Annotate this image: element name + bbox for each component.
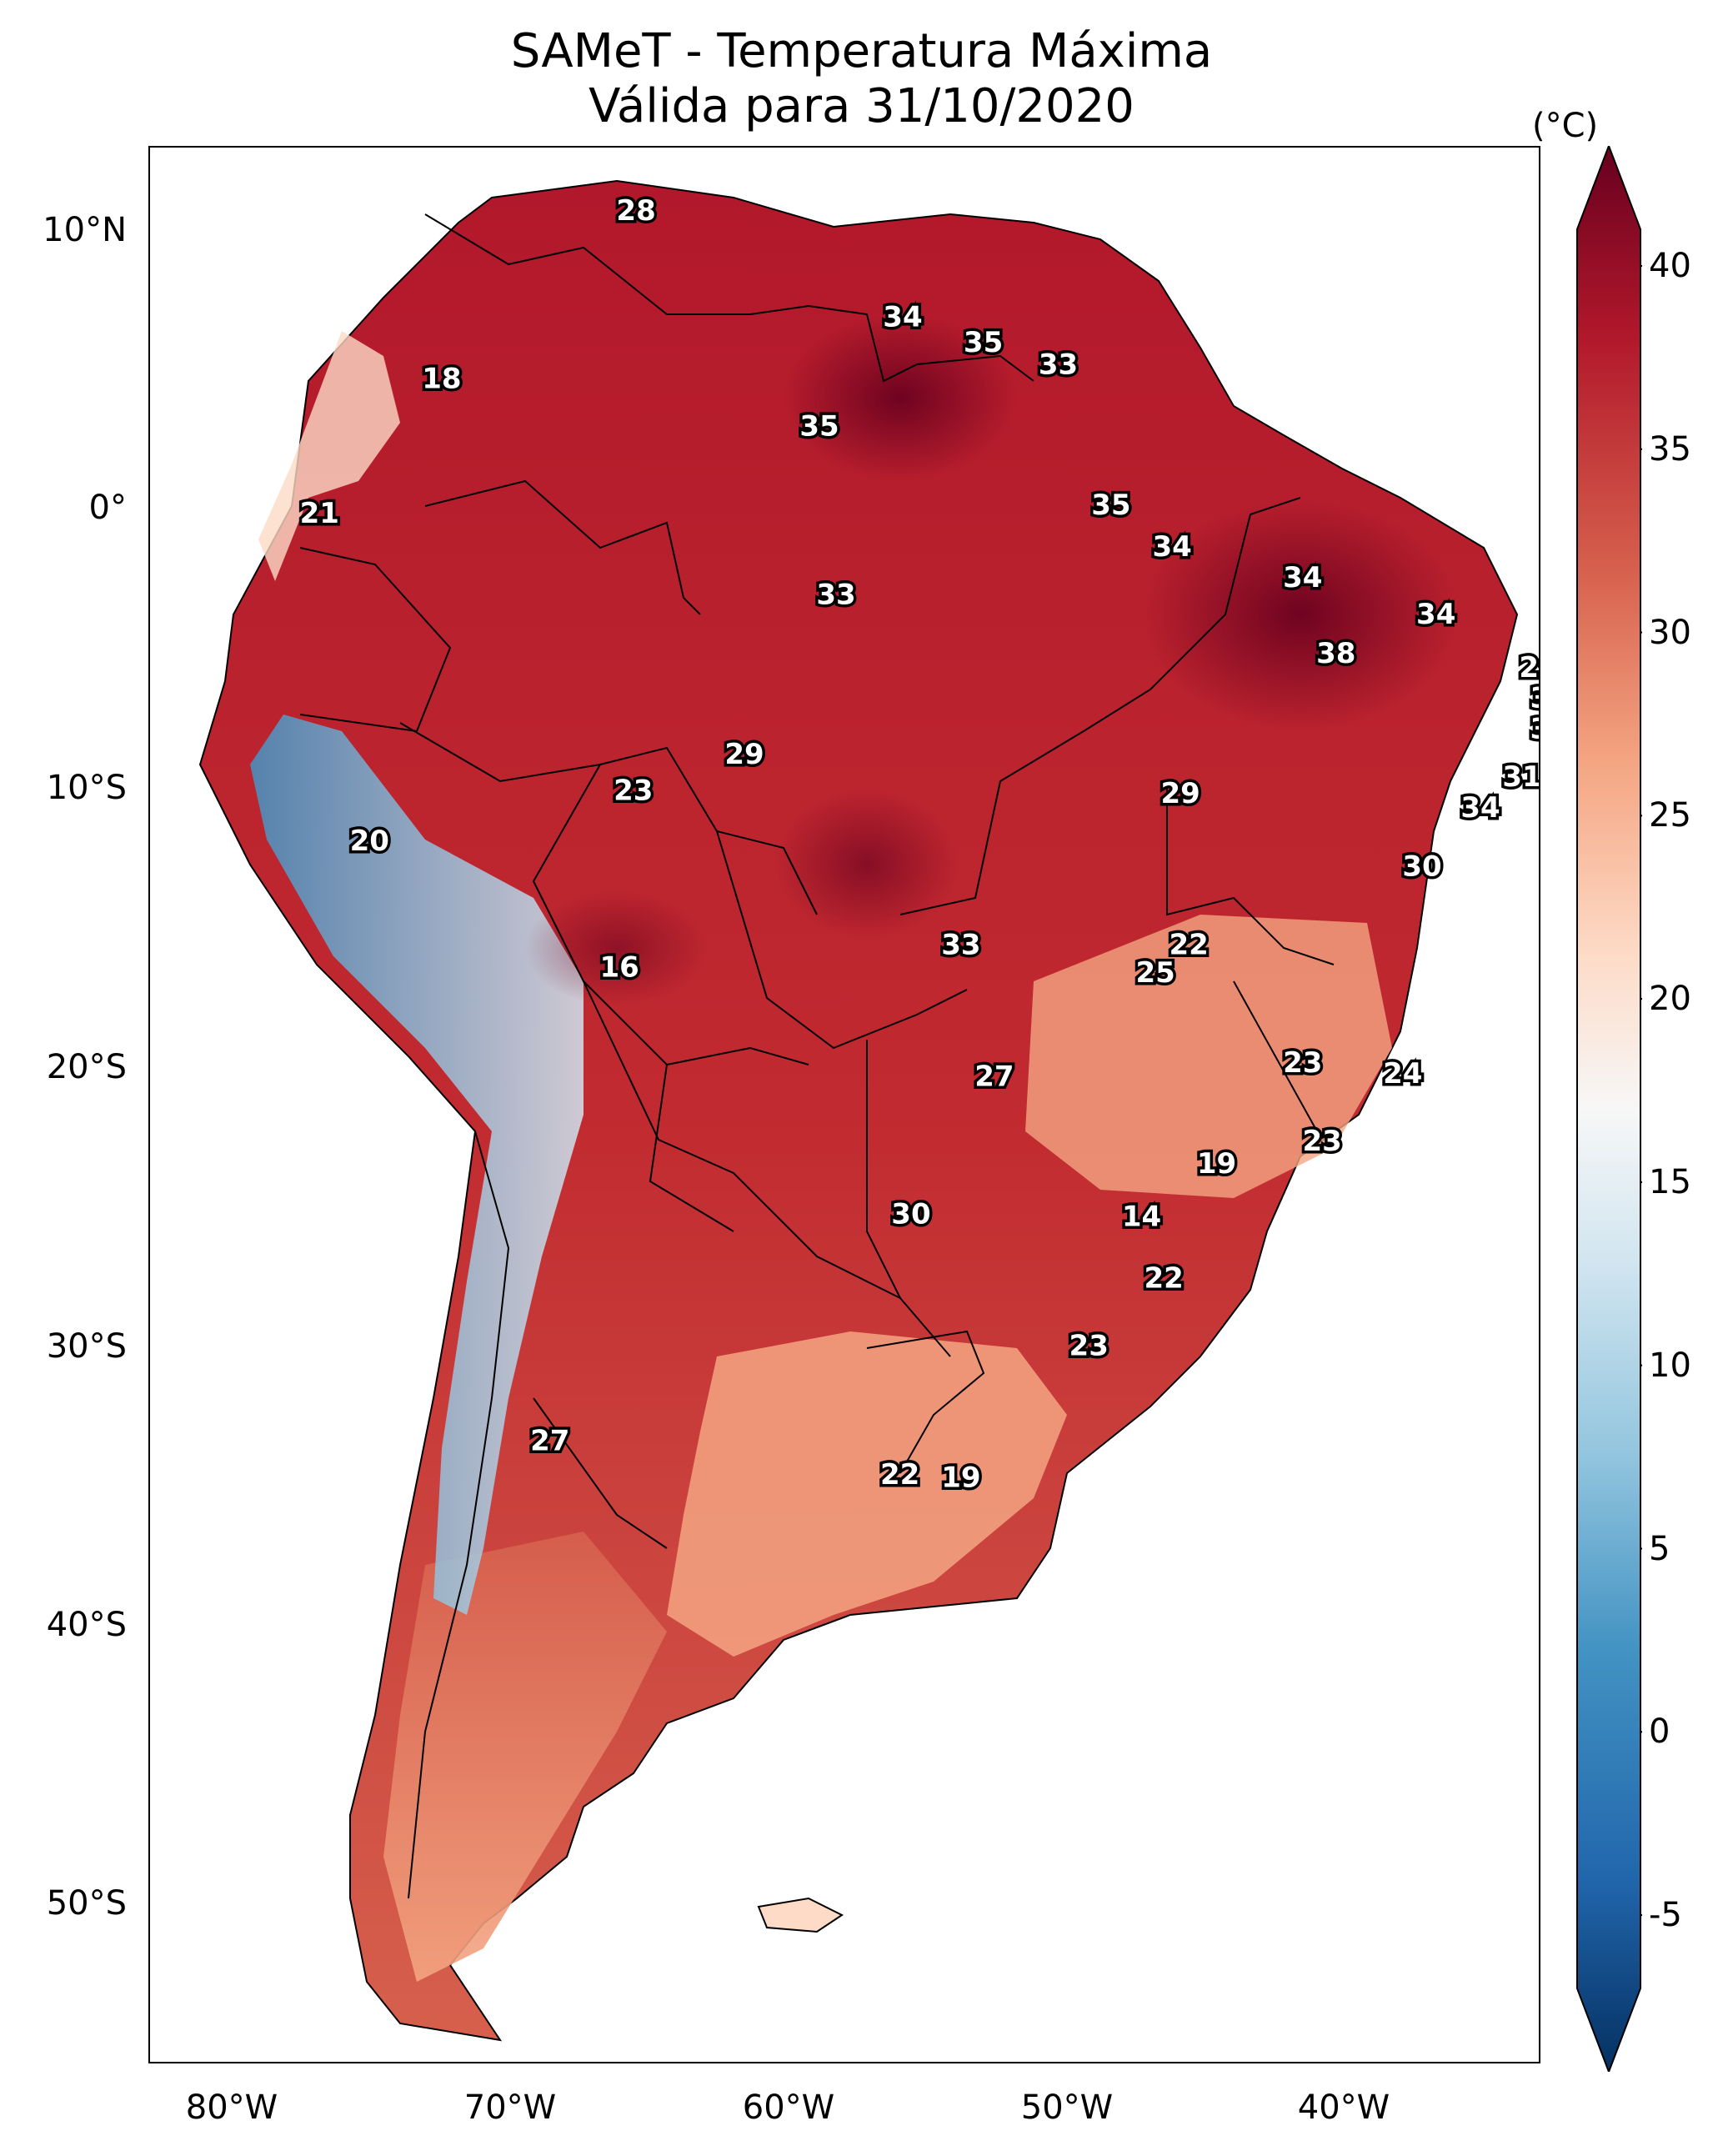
lon-label-60w: 60°W	[742, 2088, 835, 2127]
hot-core-northeast	[1142, 498, 1459, 731]
colorbar	[1576, 146, 1642, 2072]
map-canvas: 2834353318352135343334343829303229312329…	[198, 179, 1539, 2042]
temperature-label: 28	[616, 194, 655, 228]
colorbar-tick-label: 15	[1649, 1162, 1691, 1201]
temperature-label: 30	[1402, 850, 1441, 883]
temperature-label: 34	[883, 301, 922, 334]
patagonia-zone	[383, 1532, 667, 1982]
temperature-label: 18	[422, 363, 461, 396]
colorbar-tick-label: 40	[1649, 246, 1691, 285]
temperature-label: 23	[614, 775, 653, 808]
lon-label-80w: 80°W	[185, 2088, 278, 2127]
lat-label-20s: 20°S	[46, 1048, 127, 1086]
country-borders	[299, 213, 1335, 1899]
hot-core-mato-grosso	[775, 790, 959, 940]
lat-label-10s: 10°S	[46, 769, 127, 807]
hot-core-bolivia	[525, 890, 709, 1006]
temperature-label: 31	[1502, 760, 1539, 794]
temperature-label: 23	[1302, 1125, 1341, 1158]
hot-core-guianas	[784, 314, 1017, 481]
southeast-brazil-zone	[1025, 915, 1392, 1198]
temperature-label: 24	[1383, 1057, 1422, 1091]
colorbar-tick-label: -5	[1649, 1896, 1682, 1935]
temperature-label: 14	[1122, 1201, 1161, 1234]
falkland-islands	[757, 1897, 844, 1933]
temperature-label: 25	[1136, 956, 1175, 990]
temperature-label: 38	[1316, 637, 1355, 670]
colorbar-tick-label: 10	[1649, 1346, 1691, 1385]
temperature-label: 30	[1530, 682, 1539, 715]
andes-cold-strip	[250, 714, 584, 1615]
map-title: SAMeT - Temperatura Máxima	[510, 24, 1213, 78]
colorbar-gradient	[1576, 146, 1641, 2072]
colombian-andes	[258, 331, 400, 581]
temperature-label: 22	[1144, 1262, 1184, 1296]
pampas-zone	[667, 1331, 1067, 1657]
temperature-label: 29	[724, 738, 764, 771]
colorbar-tick-label: 25	[1649, 796, 1691, 835]
temperature-label: 22	[1170, 929, 1209, 962]
colorbar-tick-label: 20	[1649, 980, 1691, 1019]
temperature-label: 35	[1091, 489, 1130, 522]
temperature-label: 34	[1460, 791, 1500, 825]
temperature-label: 29	[1161, 777, 1200, 810]
lat-label-50s: 50°S	[46, 1884, 127, 1923]
temperature-label: 16	[599, 950, 639, 984]
lat-label-10n: 10°N	[43, 211, 127, 249]
temperature-label: 22	[880, 1458, 919, 1492]
temperature-label: 23	[1283, 1046, 1322, 1080]
temperature-label: 19	[941, 1461, 980, 1494]
temperature-label: 35	[799, 410, 839, 444]
colorbar-tick-label: 30	[1649, 613, 1691, 652]
temperature-label: 27	[530, 1425, 569, 1458]
colorbar-tick-label: 5	[1649, 1529, 1670, 1568]
temperature-label: 34	[1283, 561, 1322, 594]
temperature-label: 33	[941, 929, 980, 962]
temperature-labels: 2834353318352135343334343829303229312329…	[297, 191, 1539, 1497]
temperature-label: 34	[1153, 530, 1192, 564]
map-panel: 2834353318352135343334343829303229312329…	[148, 146, 1540, 2063]
map-subtitle: Válida para 31/10/2020	[589, 79, 1134, 133]
lon-label-40w: 40°W	[1297, 2088, 1390, 2127]
temperature-label: 21	[300, 497, 339, 530]
lat-label-40s: 40°S	[46, 1606, 127, 1644]
temperature-label: 30	[891, 1197, 930, 1231]
temperature-label: 32	[1530, 713, 1539, 746]
temperature-label: 34	[1416, 598, 1455, 631]
temperature-label: 33	[1039, 348, 1078, 382]
temperature-label: 23	[1069, 1329, 1109, 1362]
temperature-label: 29	[1519, 651, 1539, 684]
lon-label-50w: 50°W	[1020, 2088, 1114, 2127]
lat-label-0: 0°	[88, 489, 127, 527]
lon-label-70w: 70°W	[463, 2088, 557, 2127]
temperature-label: 27	[974, 1060, 1014, 1094]
lat-label-30s: 30°S	[46, 1327, 127, 1366]
colorbar-tick-label: 35	[1649, 429, 1691, 469]
temperature-label: 35	[964, 326, 1003, 359]
colorbar-tick-label: 0	[1649, 1712, 1670, 1752]
temperature-label: 33	[816, 578, 855, 611]
colorbar-unit: (°C)	[1532, 107, 1599, 145]
temperature-label: 19	[1197, 1147, 1236, 1181]
temperature-label: 20	[350, 825, 389, 858]
